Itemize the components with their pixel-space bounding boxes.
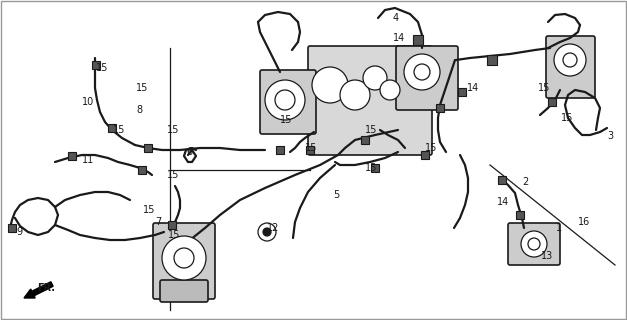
Bar [498,176,506,184]
Text: 3: 3 [607,131,613,141]
Bar [8,224,16,232]
Text: 15: 15 [143,205,155,215]
Text: FR.: FR. [37,283,55,293]
Circle shape [340,80,370,110]
Text: 15: 15 [113,125,125,135]
Bar [144,144,152,152]
Bar [108,124,116,132]
Circle shape [563,53,577,67]
Text: 1: 1 [556,223,562,233]
Text: 5: 5 [333,190,339,200]
Text: 12: 12 [267,223,280,233]
Text: 2: 2 [522,177,529,187]
Bar [168,221,176,229]
Circle shape [174,248,194,268]
Bar [436,104,444,112]
Text: 15: 15 [305,143,317,153]
Text: 7: 7 [155,217,161,227]
Circle shape [263,228,271,236]
Bar [487,55,497,65]
FancyBboxPatch shape [160,280,208,302]
FancyBboxPatch shape [396,46,458,110]
Circle shape [258,223,276,241]
Circle shape [162,236,206,280]
Text: 15: 15 [561,113,573,123]
FancyBboxPatch shape [153,223,215,299]
Circle shape [554,44,586,76]
Bar [92,61,100,69]
Text: 11: 11 [82,155,94,165]
Circle shape [312,67,348,103]
Circle shape [404,54,440,90]
Bar [276,146,284,154]
Text: 15: 15 [538,83,551,93]
Text: 14: 14 [393,33,405,43]
Circle shape [363,66,387,90]
Circle shape [265,80,305,120]
FancyArrow shape [24,282,53,298]
Bar [413,35,423,45]
Circle shape [380,80,400,100]
Circle shape [414,64,430,80]
Text: 15: 15 [365,125,377,135]
Bar [371,164,379,172]
Text: 15: 15 [168,230,181,240]
Text: 13: 13 [541,251,553,261]
Text: 15: 15 [280,115,292,125]
FancyBboxPatch shape [260,70,316,134]
Text: 9: 9 [16,227,22,237]
Text: 15: 15 [425,143,438,153]
FancyBboxPatch shape [508,223,560,265]
Bar [138,166,146,174]
Text: 14: 14 [497,197,509,207]
Circle shape [521,231,547,257]
Bar [458,88,466,96]
Text: 15: 15 [96,63,108,73]
Text: 6: 6 [186,147,192,157]
Bar [548,98,556,106]
FancyBboxPatch shape [308,46,432,155]
Text: 16: 16 [578,217,590,227]
Text: 15: 15 [365,163,377,173]
Circle shape [528,238,540,250]
Bar [306,146,314,154]
Text: 15: 15 [136,83,149,93]
Bar [516,211,524,219]
Circle shape [275,90,295,110]
Text: 14: 14 [467,83,479,93]
Bar [421,151,429,159]
Text: 15: 15 [167,170,179,180]
Text: 15: 15 [167,125,179,135]
Bar [68,152,76,160]
Text: 4: 4 [393,13,399,23]
Bar [361,136,369,144]
Text: 10: 10 [82,97,94,107]
FancyBboxPatch shape [546,36,595,98]
Text: 8: 8 [136,105,142,115]
